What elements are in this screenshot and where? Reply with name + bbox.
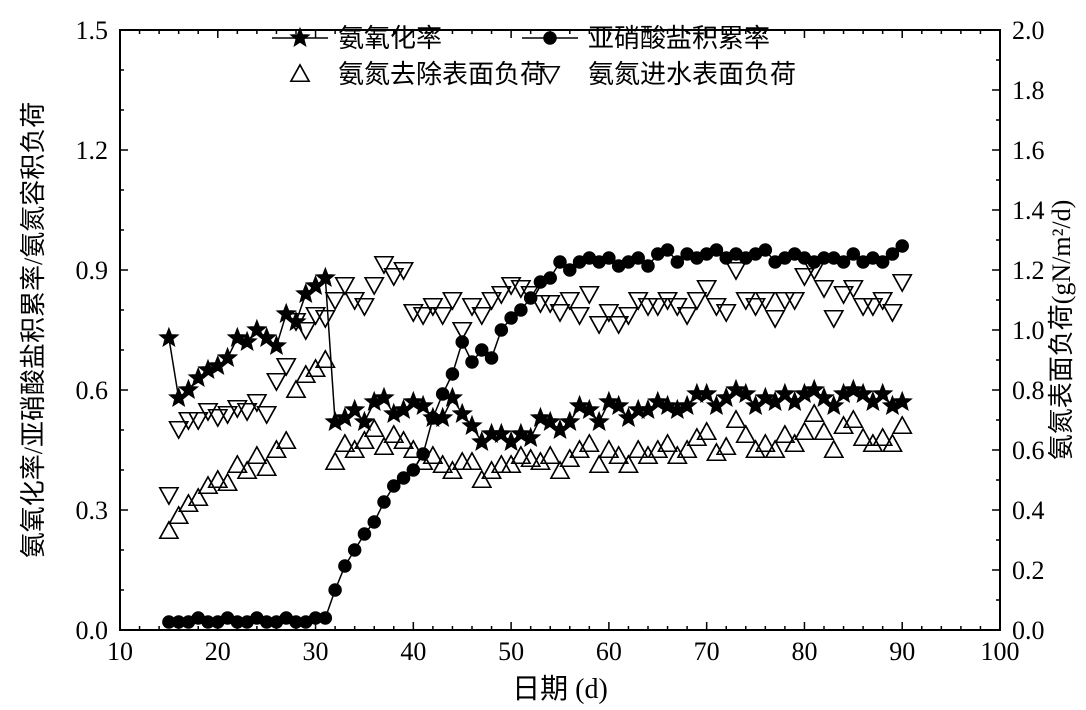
svg-text:氨氮表面负荷(gN/m²/d): 氨氮表面负荷(gN/m²/d) (1047, 200, 1076, 461)
svg-text:0.4: 0.4 (1012, 496, 1045, 525)
svg-text:20: 20 (205, 637, 231, 666)
svg-text:氨氮进水表面负荷: 氨氮进水表面负荷 (588, 60, 796, 89)
svg-text:1.2: 1.2 (1012, 256, 1045, 285)
svg-text:1.8: 1.8 (1012, 76, 1045, 105)
svg-text:0.9: 0.9 (76, 256, 109, 285)
chart-svg: 102030405060708090100日期 (d)0.00.30.60.91… (0, 0, 1086, 710)
svg-text:日期 (d): 日期 (d) (512, 674, 608, 705)
svg-text:0.3: 0.3 (76, 496, 109, 525)
svg-text:氨氮去除表面负荷: 氨氮去除表面负荷 (338, 60, 546, 89)
svg-text:1.5: 1.5 (76, 16, 109, 45)
scatter-line-chart: 102030405060708090100日期 (d)0.00.30.60.91… (0, 0, 1086, 710)
svg-text:60: 60 (596, 637, 622, 666)
svg-text:0.0: 0.0 (76, 616, 109, 645)
svg-text:50: 50 (498, 637, 524, 666)
svg-text:40: 40 (400, 637, 426, 666)
svg-text:0.8: 0.8 (1012, 376, 1045, 405)
svg-text:10: 10 (107, 637, 133, 666)
svg-text:80: 80 (791, 637, 817, 666)
svg-text:1.2: 1.2 (76, 136, 109, 165)
svg-text:氨氧化率: 氨氧化率 (338, 24, 442, 53)
svg-text:0.6: 0.6 (1012, 436, 1045, 465)
svg-text:70: 70 (694, 637, 720, 666)
svg-text:0.0: 0.0 (1012, 616, 1045, 645)
svg-text:氨氧化率/亚硝酸盐积累率/氨氮容积负荷: 氨氧化率/亚硝酸盐积累率/氨氮容积负荷 (19, 102, 48, 558)
svg-text:90: 90 (889, 637, 915, 666)
svg-text:30: 30 (303, 637, 329, 666)
svg-text:2.0: 2.0 (1012, 16, 1045, 45)
svg-text:亚硝酸盐积累率: 亚硝酸盐积累率 (588, 24, 770, 53)
svg-text:1.0: 1.0 (1012, 316, 1045, 345)
svg-text:0.2: 0.2 (1012, 556, 1045, 585)
svg-text:1.6: 1.6 (1012, 136, 1045, 165)
svg-text:0.6: 0.6 (76, 376, 109, 405)
svg-text:1.4: 1.4 (1012, 196, 1045, 225)
